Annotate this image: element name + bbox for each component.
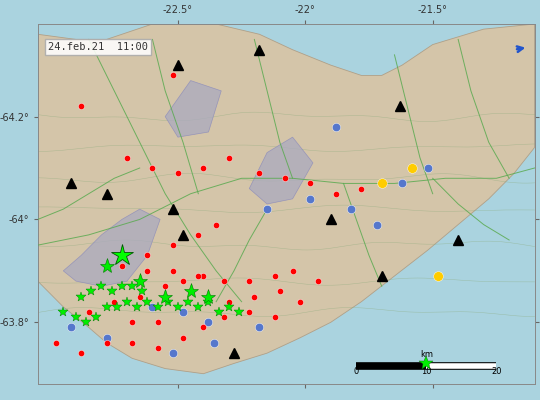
Polygon shape (63, 209, 160, 286)
Polygon shape (38, 24, 535, 374)
Polygon shape (165, 80, 221, 137)
Text: 24.feb.21  11:00: 24.feb.21 11:00 (48, 42, 148, 52)
Polygon shape (249, 137, 313, 204)
Text: 0: 0 (354, 367, 359, 376)
Text: 10: 10 (421, 367, 431, 376)
Text: km: km (420, 350, 433, 359)
Text: 20: 20 (491, 367, 502, 376)
